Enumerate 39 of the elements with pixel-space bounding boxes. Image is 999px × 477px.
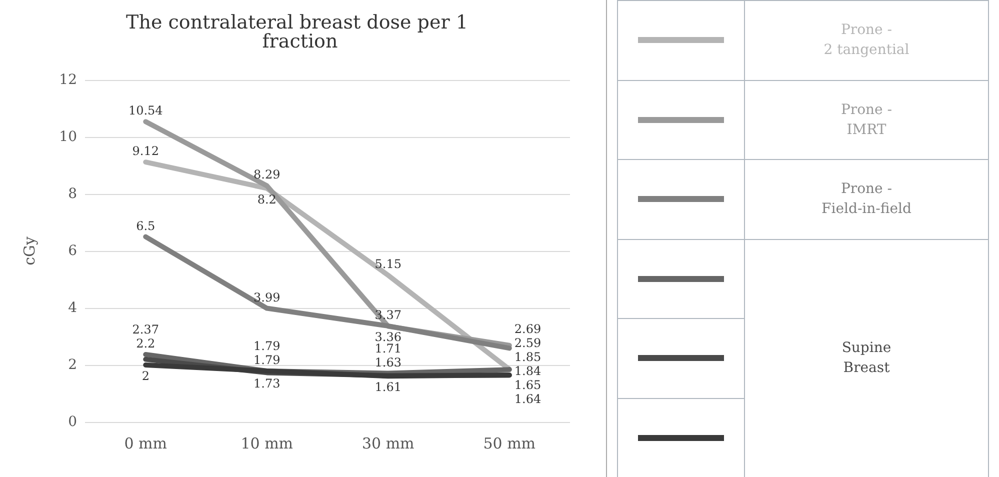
- x-tick-label: 10 mm: [240, 434, 294, 452]
- x-tick-label: 50 mm: [483, 434, 536, 452]
- data-label: 9.12: [132, 144, 159, 158]
- data-label: 1.61: [374, 380, 402, 394]
- data-label: 1.73: [254, 376, 280, 391]
- data-label: 1.64: [514, 392, 542, 406]
- data-label: 8.29: [254, 168, 280, 182]
- chart-title: The contralateral breast dose per 1 fraction: [126, 12, 474, 52]
- data-label: 1.84: [514, 364, 542, 378]
- y-tick-label: 10: [59, 129, 77, 145]
- data-label: 2: [142, 369, 150, 383]
- data-label: 2.59: [514, 336, 542, 350]
- data-label: 3.37: [374, 308, 402, 322]
- y-tick-label: 12: [59, 72, 77, 88]
- data-label: 8.2: [257, 192, 276, 206]
- y-axis-title: cGy: [20, 236, 38, 266]
- text: Prone - 2 tangential: [744, 0, 988, 80]
- data-label: 2.37: [132, 322, 159, 336]
- text: Prone - IMRT: [744, 80, 988, 160]
- data-label: 1.85: [514, 350, 542, 364]
- text: Supine Breast: [744, 239, 988, 477]
- data-label: 10.54: [128, 104, 164, 118]
- y-tick-label: 6: [68, 243, 78, 259]
- y-tick-label: 2: [68, 357, 77, 373]
- y-tick-label: 8: [68, 186, 77, 202]
- x-tick-label: 0 mm: [124, 434, 168, 452]
- data-label: 1.79: [254, 352, 280, 367]
- y-tick-label: 4: [68, 300, 78, 316]
- text: Prone - Field-in-field: [744, 160, 988, 239]
- data-label: 3.99: [254, 290, 280, 304]
- data-label: 1.79: [254, 338, 280, 353]
- data-label: 6.5: [136, 218, 156, 233]
- data-label: 1.63: [374, 355, 402, 370]
- data-label: 2.2: [136, 336, 156, 350]
- data-label: 2.69: [514, 322, 542, 336]
- data-label: 1.65: [514, 378, 542, 392]
- y-tick-label: 0: [68, 414, 77, 430]
- x-tick-label: 30 mm: [362, 434, 414, 452]
- data-label: 5.15: [374, 257, 402, 272]
